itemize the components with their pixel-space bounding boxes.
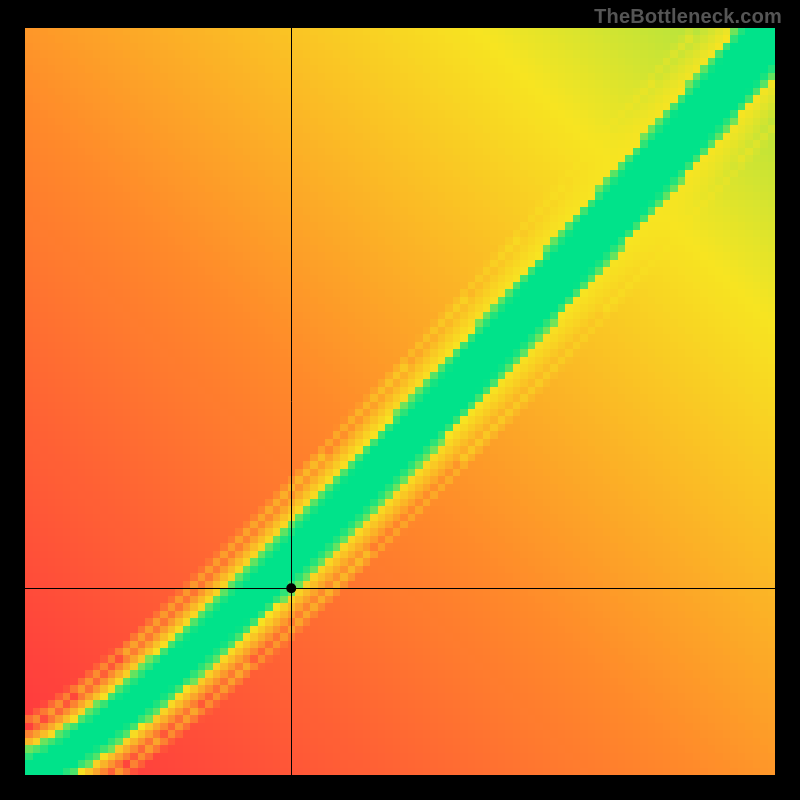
chart-container: { "watermark": { "text": "TheBottleneck.… bbox=[0, 0, 800, 800]
bottleneck-heatmap bbox=[25, 28, 775, 775]
watermark-text: TheBottleneck.com bbox=[594, 6, 782, 29]
